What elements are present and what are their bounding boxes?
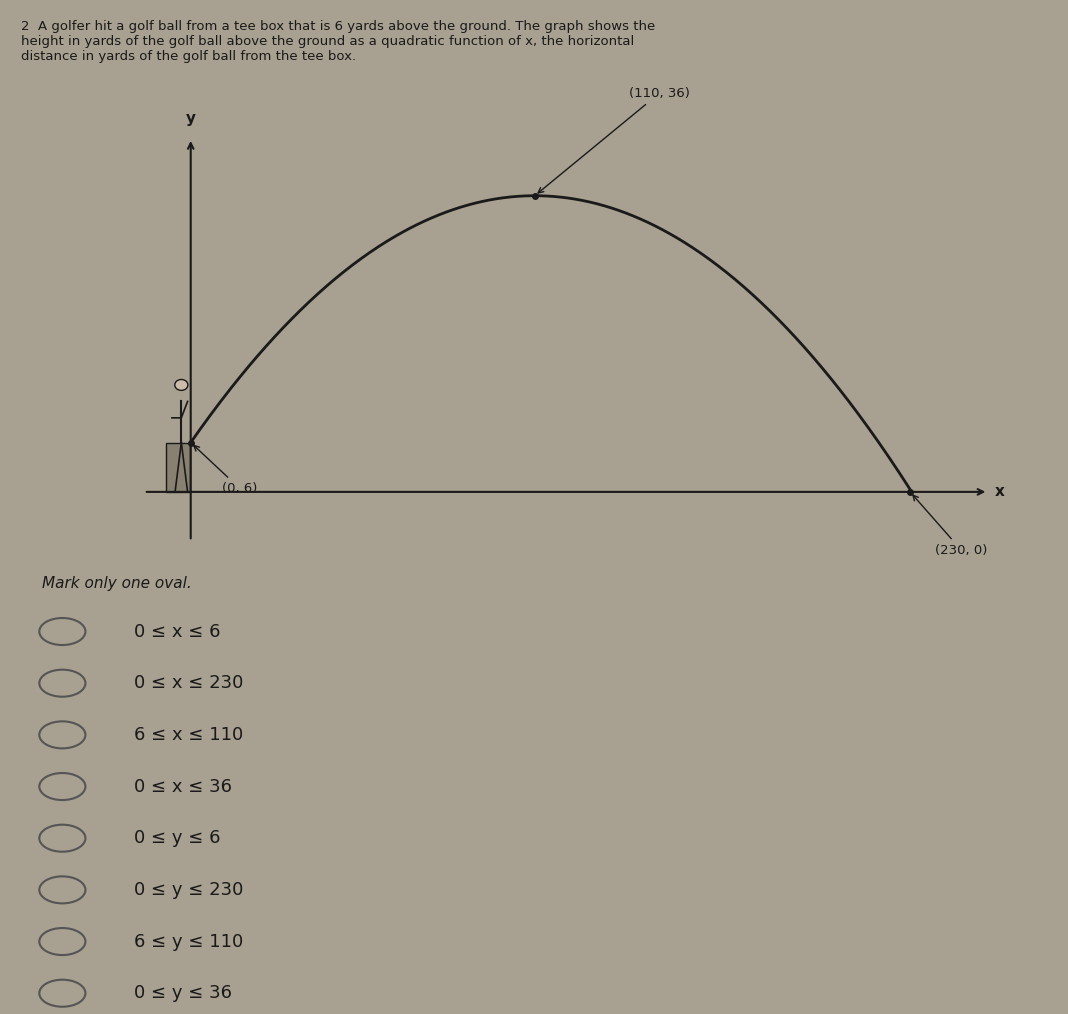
Text: (0, 6): (0, 6) xyxy=(194,445,257,495)
Text: x: x xyxy=(994,485,1004,499)
Ellipse shape xyxy=(175,379,188,390)
Text: y: y xyxy=(186,111,195,126)
Text: 0 ≤ x ≤ 6: 0 ≤ x ≤ 6 xyxy=(135,623,221,641)
Text: 0 ≤ y ≤ 36: 0 ≤ y ≤ 36 xyxy=(135,985,232,1002)
Text: 0 ≤ x ≤ 36: 0 ≤ x ≤ 36 xyxy=(135,778,232,796)
Text: (230, 0): (230, 0) xyxy=(913,495,988,557)
Text: Mark only one oval.: Mark only one oval. xyxy=(42,576,191,590)
Text: 0 ≤ y ≤ 6: 0 ≤ y ≤ 6 xyxy=(135,829,221,848)
Text: 0 ≤ x ≤ 230: 0 ≤ x ≤ 230 xyxy=(135,674,244,693)
Text: 6 ≤ x ≤ 110: 6 ≤ x ≤ 110 xyxy=(135,726,244,744)
Bar xyxy=(166,442,190,492)
Text: 6 ≤ y ≤ 110: 6 ≤ y ≤ 110 xyxy=(135,933,244,950)
Text: (110, 36): (110, 36) xyxy=(538,87,690,193)
Text: 0 ≤ y ≤ 230: 0 ≤ y ≤ 230 xyxy=(135,881,244,898)
Text: 2  A golfer hit a golf ball from a tee box that is 6 yards above the ground. The: 2 A golfer hit a golf ball from a tee bo… xyxy=(21,20,656,63)
